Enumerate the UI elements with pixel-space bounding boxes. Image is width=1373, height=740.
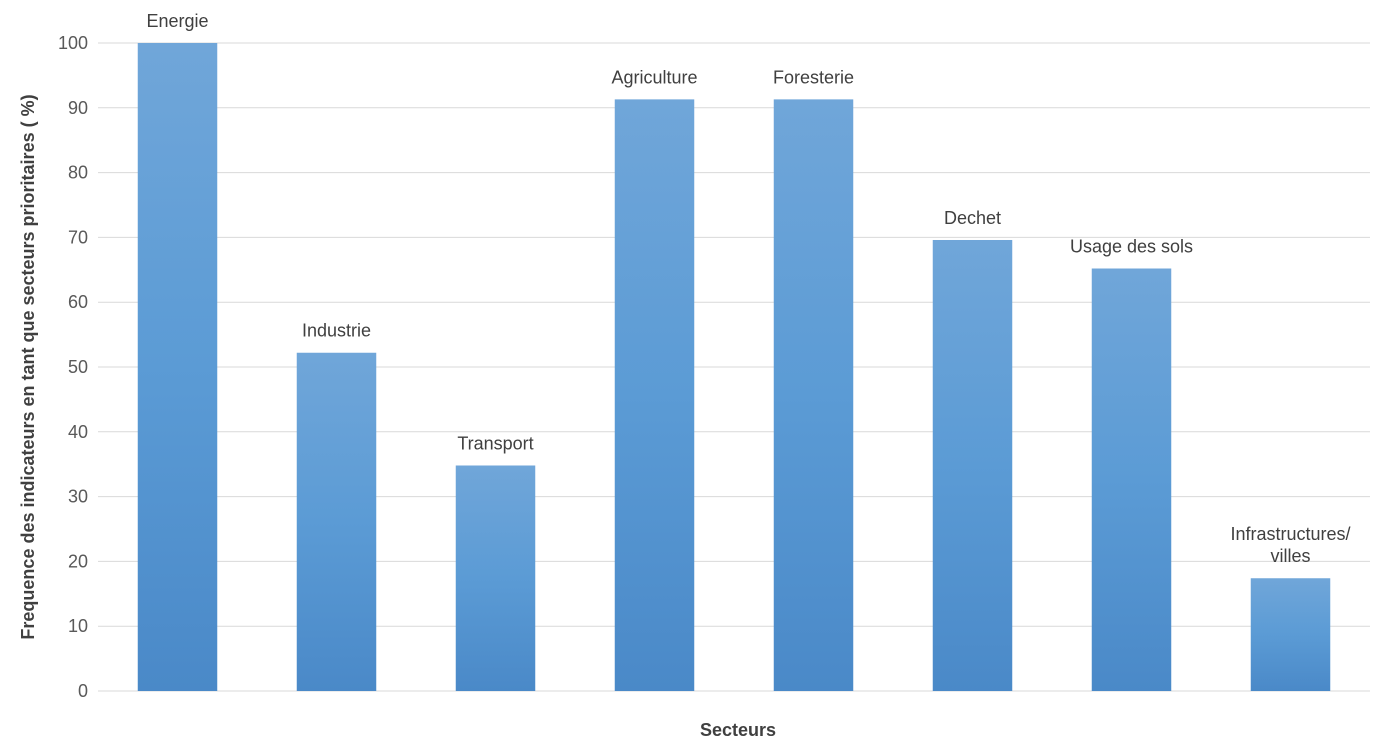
bar-category-label: Infrastructures/ xyxy=(1230,524,1350,544)
bar xyxy=(455,465,536,691)
bar-category-label: villes xyxy=(1270,546,1310,566)
bar xyxy=(296,352,377,691)
bar xyxy=(1091,268,1172,691)
bars xyxy=(137,43,1331,692)
bar xyxy=(614,99,695,692)
bar-category-label: Transport xyxy=(457,433,533,453)
y-tick-label: 50 xyxy=(68,357,88,377)
bar-category-label: Agriculture xyxy=(611,67,697,87)
bar xyxy=(773,99,854,692)
y-tick-label: 40 xyxy=(68,422,88,442)
y-tick-label: 60 xyxy=(68,292,88,312)
bar-category-label: Usage des sols xyxy=(1070,237,1193,257)
y-tick-label: 30 xyxy=(68,487,88,507)
x-axis-title: Secteurs xyxy=(700,720,776,740)
y-tick-label: 100 xyxy=(58,33,88,53)
gridlines xyxy=(98,42,1370,692)
y-axis-title: Frequence des indicateurs en tant que se… xyxy=(18,94,38,639)
category-labels: Energie Industrie Transport Agriculture Fore… xyxy=(146,11,1350,566)
y-axis-ticks: 0 10 20 30 40 50 60 70 80 90 100 xyxy=(58,33,88,701)
y-tick-label: 80 xyxy=(68,163,88,183)
bar xyxy=(137,43,218,691)
y-tick-label: 70 xyxy=(68,227,88,247)
y-tick-label: 20 xyxy=(68,551,88,571)
y-tick-label: 10 xyxy=(68,616,88,636)
bar-category-label: Energie xyxy=(146,11,208,31)
bar xyxy=(1250,578,1331,691)
y-tick-label: 90 xyxy=(68,98,88,118)
bar-category-label: Dechet xyxy=(944,208,1001,228)
y-tick-label: 0 xyxy=(78,681,88,701)
bar-category-label: Industrie xyxy=(302,321,371,341)
bar xyxy=(932,239,1013,691)
bar-category-label: Foresterie xyxy=(773,67,854,87)
